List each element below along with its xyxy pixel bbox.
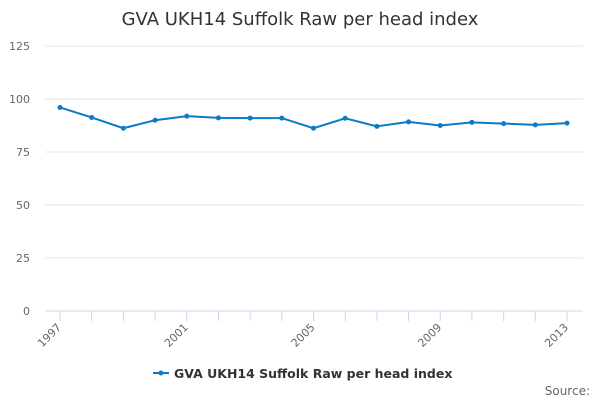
y-tick-label: 125 — [9, 40, 30, 53]
data-point — [501, 121, 507, 127]
data-point — [152, 117, 158, 123]
data-point — [469, 119, 475, 125]
data-point — [532, 122, 538, 128]
legend-label: GVA UKH14 Suffolk Raw per head index — [174, 366, 452, 381]
legend-marker — [158, 370, 164, 376]
x-tick-label: 2001 — [162, 321, 191, 350]
y-tick-label: 75 — [16, 146, 30, 159]
data-point — [564, 120, 570, 126]
legend-item[interactable]: GVA UKH14 Suffolk Raw per head index — [153, 366, 452, 381]
chart-title: GVA UKH14 Suffolk Raw per head index — [122, 9, 479, 30]
x-tick-label: 1997 — [35, 321, 64, 350]
data-point — [437, 123, 443, 128]
x-tick-label: 2013 — [542, 321, 571, 350]
data-point — [311, 125, 316, 131]
data-point — [184, 113, 190, 119]
data-point — [89, 114, 95, 120]
x-tick-label: 2009 — [415, 321, 444, 350]
data-point — [279, 115, 285, 121]
data-point — [247, 115, 253, 121]
data-point — [374, 123, 380, 129]
y-tick-label: 50 — [16, 199, 30, 212]
series-line — [59, 106, 568, 130]
x-tick-label: 2005 — [289, 321, 318, 350]
data-point — [342, 115, 348, 121]
data-point — [406, 119, 412, 125]
credits: Source: — [545, 384, 590, 398]
y-tick-label: 0 — [23, 305, 30, 318]
data-point — [215, 115, 221, 121]
y-tick-label: 25 — [16, 252, 30, 265]
y-tick-label: 100 — [9, 93, 30, 106]
data-point — [120, 125, 126, 131]
data-point — [57, 104, 63, 110]
